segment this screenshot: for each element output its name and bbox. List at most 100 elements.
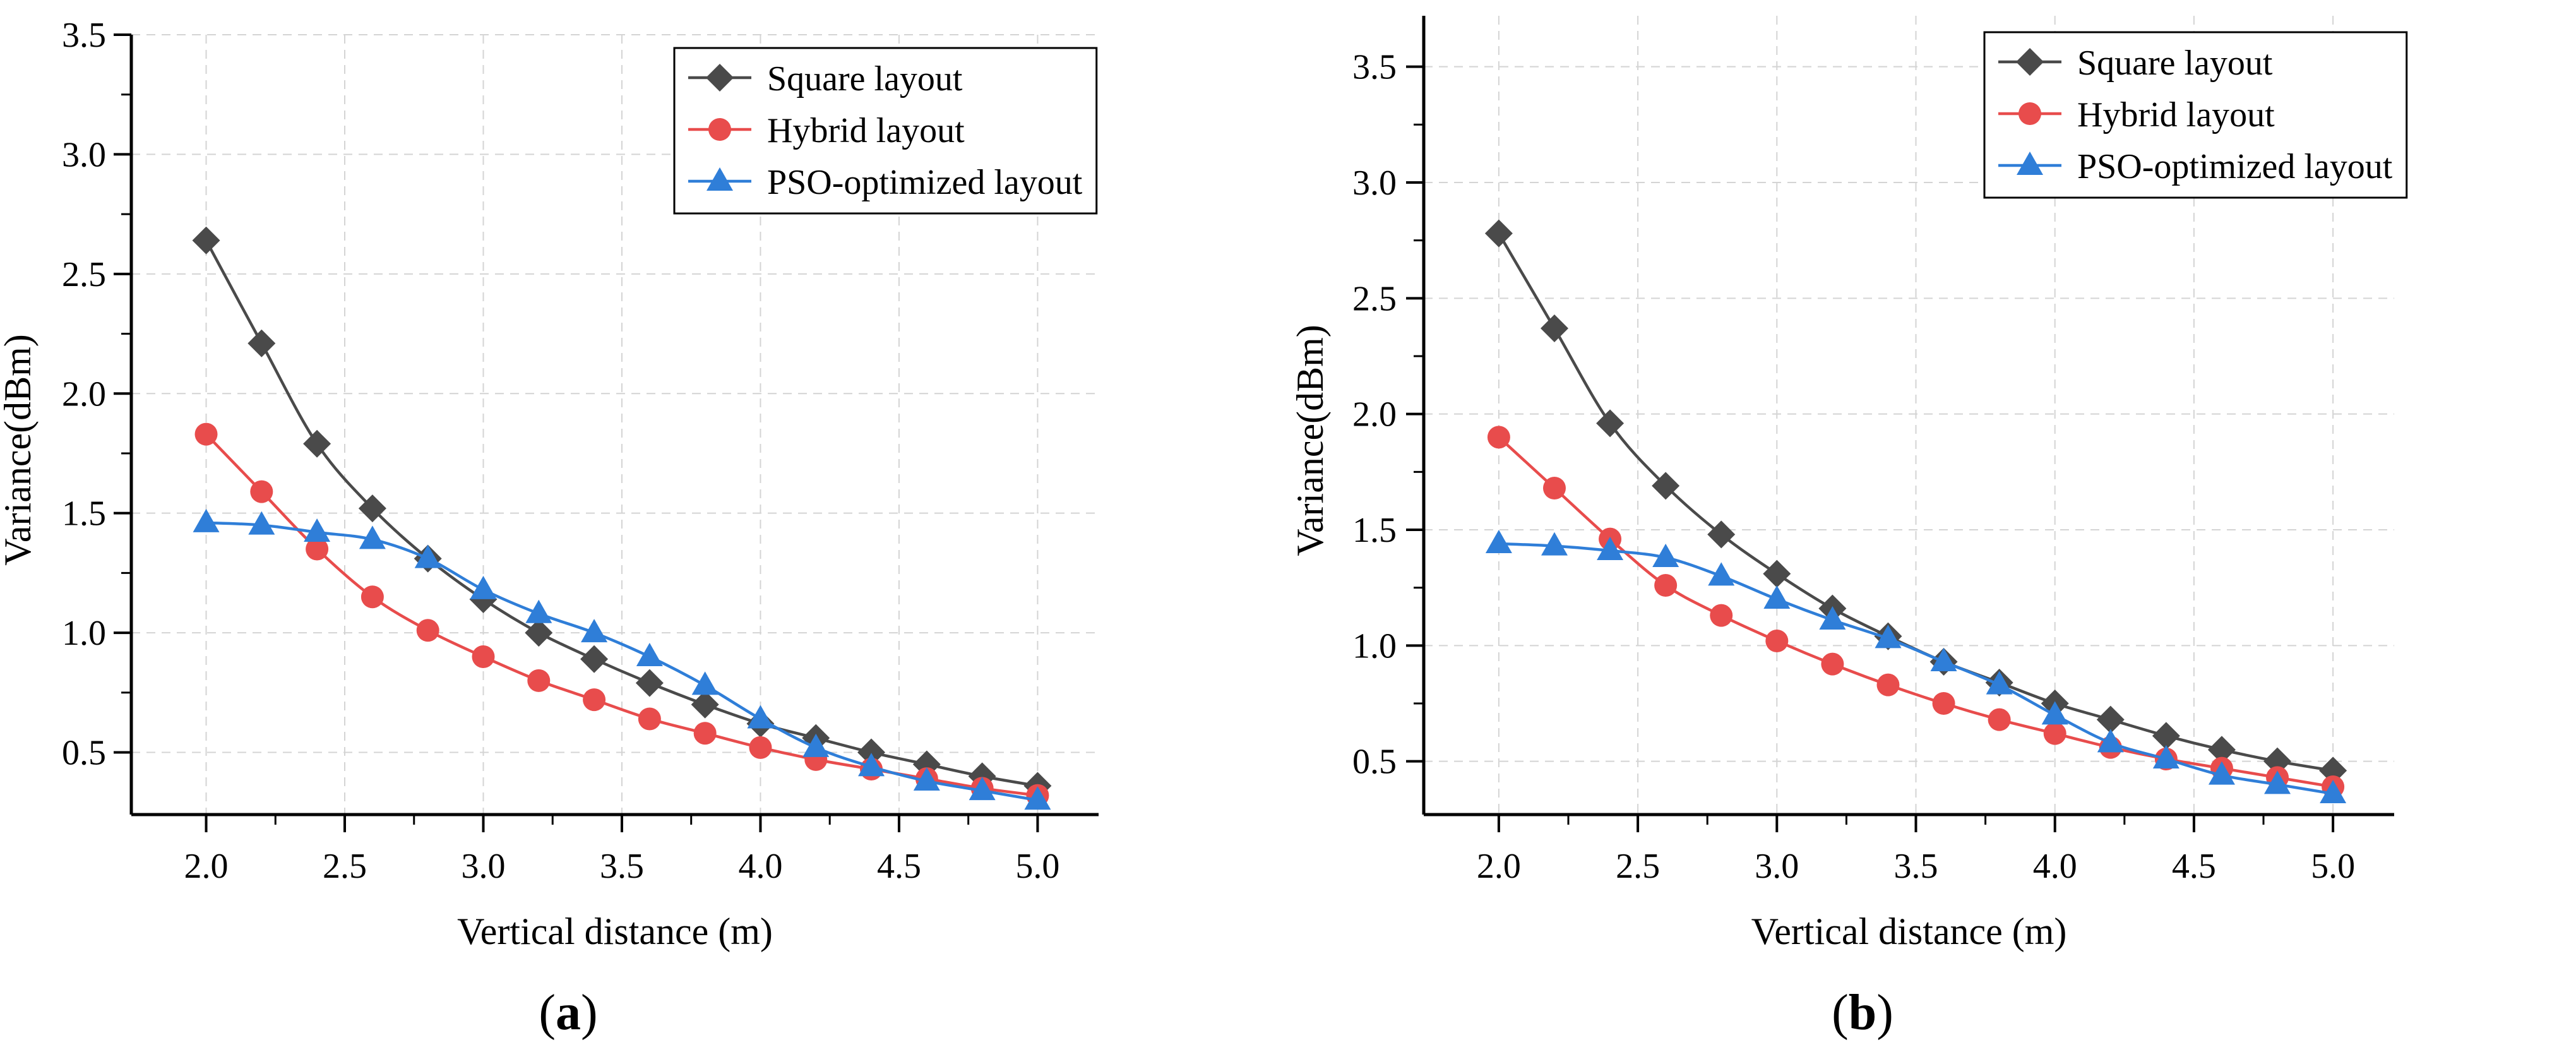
data-point — [1765, 630, 1789, 652]
series-pso-optimized-layout — [193, 508, 1051, 810]
data-point — [193, 508, 220, 532]
data-point — [2152, 745, 2179, 768]
series-line — [1498, 542, 2334, 796]
x-tick-label: 5.0 — [2311, 847, 2355, 886]
data-point — [1024, 786, 1051, 810]
x-tick-label: 2.0 — [184, 847, 229, 886]
series-line — [1498, 436, 2334, 789]
data-point — [1540, 314, 1568, 342]
data-point — [1652, 544, 1679, 567]
chart-a: 2.0 2.5 3.0 3.5 4.0 4.5 5.0 0.5 1.0 1.5 2.0 2.5 3.0 3… — [0, 16, 1099, 952]
data-point — [1597, 537, 1624, 560]
data-point — [1652, 472, 1680, 500]
x-tick-label: 2.5 — [323, 847, 367, 886]
data-point — [1710, 604, 1733, 627]
figure-label-b: (b) — [1832, 985, 1893, 1041]
legend-entry-square-layout: Square layout — [1998, 44, 2273, 83]
series-line — [206, 521, 1038, 802]
data-point — [636, 642, 663, 666]
data-point — [414, 544, 441, 568]
data-point — [304, 518, 331, 542]
data-point — [1708, 562, 1735, 586]
y-tick-label: 3.5 — [1352, 48, 1397, 87]
legend-marker — [706, 64, 734, 92]
data-point — [1876, 673, 1900, 696]
y-tick-label: 2.0 — [62, 374, 106, 414]
data-point — [635, 669, 664, 697]
legend-marker — [708, 118, 731, 141]
legend-label: Square layout — [2077, 44, 2273, 83]
legend-label: Hybrid layout — [2077, 95, 2275, 134]
legend-entry-hybrid-layout: Hybrid layout — [1998, 95, 2275, 134]
data-point — [247, 329, 276, 357]
legend-label: PSO-optimized layout — [2077, 147, 2393, 186]
data-point — [1541, 532, 1568, 556]
data-point — [2320, 780, 2347, 803]
data-point — [472, 645, 495, 668]
data-point — [2319, 756, 2347, 785]
data-point — [359, 525, 386, 549]
data-point — [194, 422, 218, 446]
data-point — [416, 619, 439, 642]
data-point — [470, 575, 497, 599]
legend-marker — [707, 167, 733, 191]
x-tick-label: 3.0 — [1755, 847, 1799, 886]
legend-entry-hybrid-layout: Hybrid layout — [688, 111, 965, 150]
data-point — [1542, 477, 1566, 499]
y-axis-title: Variance(dBm) — [1289, 325, 1331, 556]
data-point — [2152, 722, 2180, 750]
x-tick-label: 3.5 — [600, 847, 644, 886]
data-point — [250, 480, 273, 503]
x-tick-label: 4.5 — [877, 847, 921, 886]
x-tick-label: 4.0 — [738, 847, 782, 886]
legend-entry-square-layout: Square layout — [688, 59, 963, 99]
data-point — [1988, 708, 2011, 731]
data-point — [1485, 530, 1512, 553]
data-point — [693, 722, 717, 745]
data-point — [583, 688, 606, 712]
data-point — [2097, 729, 2124, 753]
data-point — [1487, 426, 1510, 449]
y-tick-label: 3.0 — [62, 135, 106, 174]
data-point — [248, 511, 275, 535]
data-point — [1654, 574, 1678, 597]
data-point — [691, 690, 719, 719]
x-tick-label: 2.5 — [1616, 847, 1660, 886]
data-point — [306, 537, 329, 561]
chart-b: 2.0 2.5 3.0 3.5 4.0 4.5 5.0 0.5 1.0 1.5 2.0 2.5 3.0 3… — [1289, 16, 2408, 952]
y-tick-label: 1.5 — [62, 494, 106, 534]
x-tick-label: 4.5 — [2172, 847, 2216, 886]
data-point — [527, 669, 551, 692]
data-point — [858, 753, 885, 777]
series-pso-optimized-layout — [1485, 530, 2347, 803]
y-tick-label: 2.5 — [1352, 279, 1397, 318]
data-point — [1986, 671, 2013, 695]
data-point — [2041, 701, 2068, 725]
legend-marker — [2017, 152, 2043, 175]
x-tick-label: 3.5 — [1894, 847, 1938, 886]
data-point — [1484, 219, 1513, 248]
data-point — [525, 619, 553, 647]
x-tick-label: 5.0 — [1015, 847, 1059, 886]
data-point — [1821, 652, 1844, 676]
x-tick-label: 3.0 — [461, 847, 505, 886]
y-axis-title: Variance(dBm) — [0, 334, 39, 566]
data-point — [1930, 648, 1957, 671]
grid-lines — [1424, 16, 2394, 815]
data-point — [2096, 705, 2125, 734]
data-point — [1875, 625, 1902, 649]
x-tick-label: 2.0 — [1477, 847, 1521, 886]
data-point — [525, 599, 552, 623]
legend-label: Square layout — [767, 59, 963, 99]
y-tick-label: 2.5 — [62, 255, 106, 294]
y-tick-label: 0.5 — [62, 734, 106, 773]
data-point — [1763, 559, 1791, 588]
data-point — [913, 767, 940, 791]
data-point — [1707, 520, 1736, 549]
data-point — [857, 738, 886, 767]
data-point — [2263, 747, 2292, 775]
data-point — [691, 671, 719, 695]
legend-marker — [2018, 102, 2041, 125]
data-point — [361, 585, 384, 609]
